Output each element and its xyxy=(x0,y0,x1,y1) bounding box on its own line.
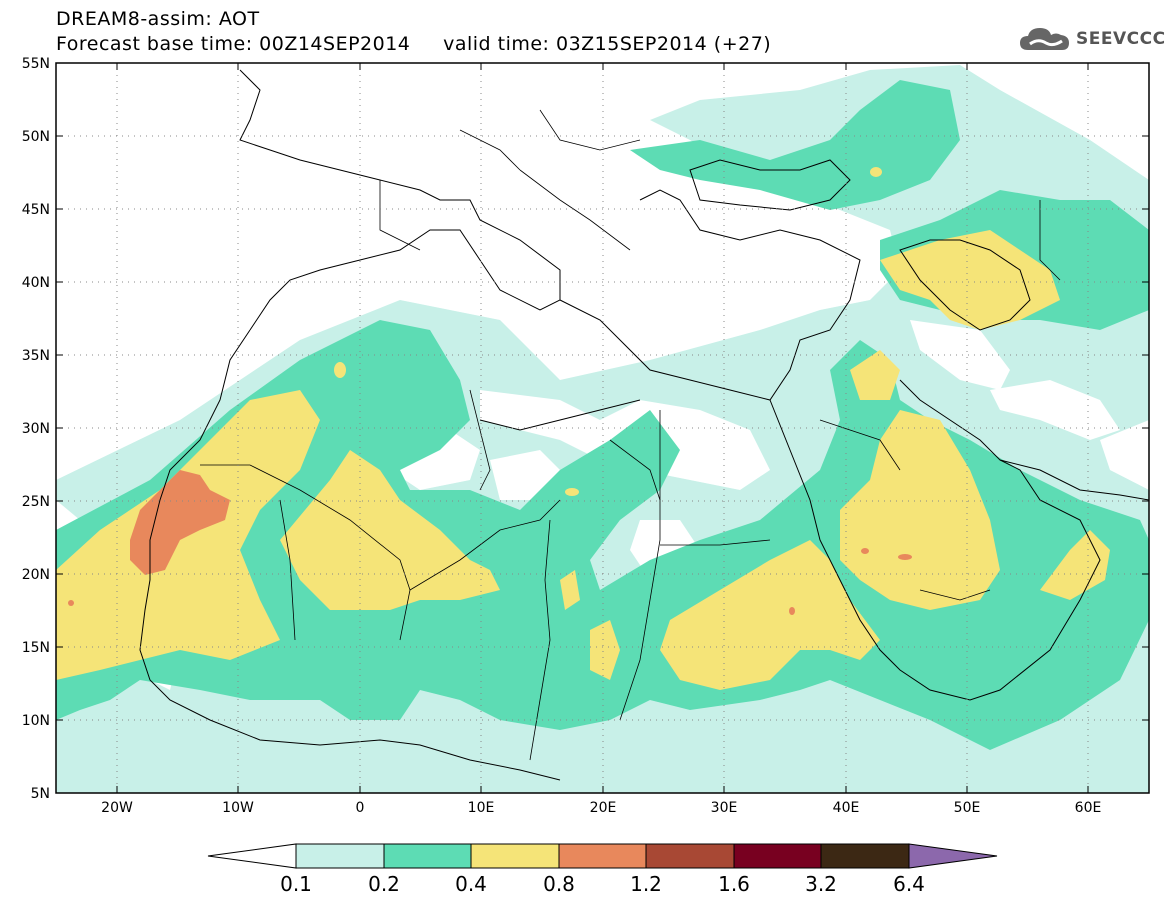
coastlines xyxy=(139,69,1149,781)
grid-lines xyxy=(56,63,1149,793)
aot-contour-fields xyxy=(56,63,1149,793)
lat-label-55n: 55N xyxy=(22,56,50,72)
colorbar-label-0.2: 0.2 xyxy=(368,872,400,896)
colorbar-segment-0.2-0.4 xyxy=(383,843,472,869)
lon-label-10e: 10E xyxy=(468,800,495,816)
lon-label-60e: 60E xyxy=(1075,800,1102,816)
colorbar-label-0.4: 0.4 xyxy=(455,872,487,896)
cloud-icon xyxy=(1020,28,1069,50)
lon-label-0: 0 xyxy=(356,800,365,816)
lat-label-10n: 10N xyxy=(22,713,50,729)
lat-label-15n: 15N xyxy=(22,640,50,656)
lon-tick-marks xyxy=(116,63,1089,793)
lat-label-40n: 40N xyxy=(22,275,50,291)
lon-label-50e: 50E xyxy=(954,800,981,816)
map-title: DREAM8-assim: AOT xyxy=(56,8,260,30)
lat-label-35n: 35N xyxy=(22,348,50,364)
lon-label-20e: 20E xyxy=(590,800,617,816)
colorbar-segment-1.6-3.2 xyxy=(733,843,822,869)
colorbar-segment-1.2-1.6 xyxy=(645,843,735,869)
colorbar-under-arrow xyxy=(207,843,297,869)
colorbar-segment-0.8-1.2 xyxy=(558,843,647,869)
colorbar-segment-0.1-0.2 xyxy=(295,843,385,869)
colorbar-segment-3.2-6.4 xyxy=(820,843,910,869)
colorbar xyxy=(207,843,998,869)
logo-text: SEEVCCC xyxy=(1076,29,1165,49)
colorbar-label-0.1: 0.1 xyxy=(280,872,312,896)
lat-tick-marks xyxy=(56,62,1149,721)
colorbar-segment-0.4-0.8 xyxy=(470,843,560,869)
colorbar-labels: 0.1 0.2 0.4 0.8 1.2 1.6 3.2 6.4 xyxy=(280,872,925,896)
colorbar-over-arrow xyxy=(908,843,998,869)
lat-label-5n: 5N xyxy=(31,786,50,802)
lat-label-45n: 45N xyxy=(22,202,50,218)
lon-label-10w: 10W xyxy=(222,800,254,816)
lat-labels: 55N 50N 45N 40N 35N 30N 25N 20N 15N 10N … xyxy=(22,56,50,802)
colorbar-label-6.4: 6.4 xyxy=(893,872,925,896)
lon-labels: 20W 10W 0 10E 20E 30E 40E 50E 60E xyxy=(101,800,1101,816)
lon-label-30e: 30E xyxy=(711,800,738,816)
colorbar-label-1.2: 1.2 xyxy=(630,872,662,896)
seevccc-logo: SEEVCCC xyxy=(1018,25,1165,53)
colorbar-label-0.8: 0.8 xyxy=(543,872,575,896)
colorbar-label-3.2: 3.2 xyxy=(805,872,837,896)
lat-label-25n: 25N xyxy=(22,494,50,510)
colorbar-label-1.6: 1.6 xyxy=(718,872,750,896)
lat-label-30n: 30N xyxy=(22,421,50,437)
forecast-time-subtitle: Forecast base time: 00Z14SEP2014 valid t… xyxy=(56,33,772,55)
lon-label-40e: 40E xyxy=(833,800,860,816)
lat-label-50n: 50N xyxy=(22,129,50,145)
aot-level-0.8-1.2 xyxy=(68,470,912,615)
lat-label-20n: 20N xyxy=(22,567,50,583)
lon-label-20w: 20W xyxy=(101,800,133,816)
